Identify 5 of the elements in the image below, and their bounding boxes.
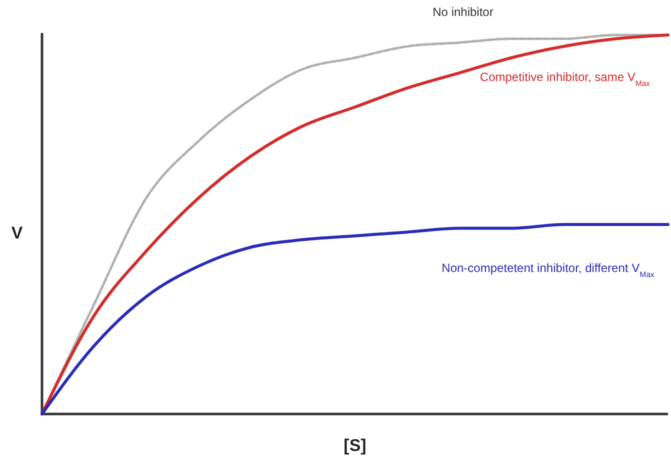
y-axis-title: V bbox=[11, 224, 24, 242]
series-label: No inhibitor bbox=[432, 5, 494, 19]
text: Non-competetent inhibitor, different V$_{Max}$ bbox=[442, 261, 654, 278]
x-axis-title: [S] bbox=[344, 436, 366, 455]
series-label: Competitive inhibitor, same V$_{Max}$ bbox=[480, 70, 650, 88]
